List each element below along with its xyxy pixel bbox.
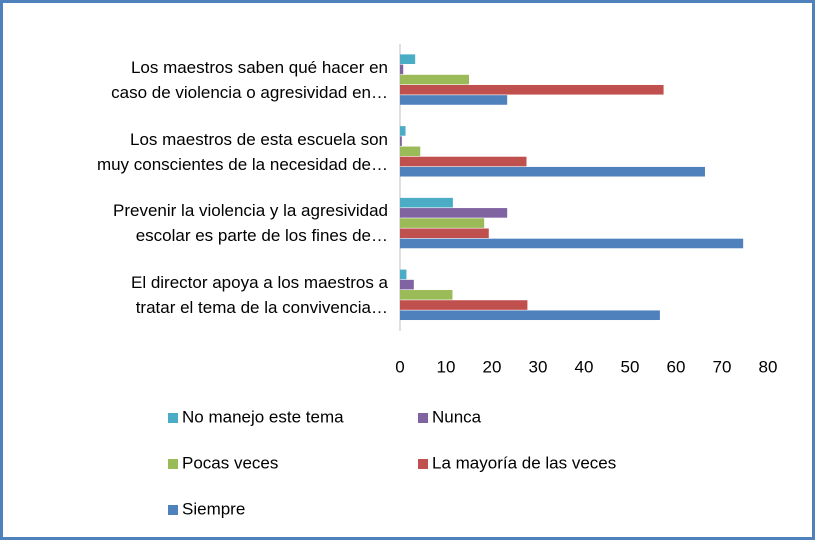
bar bbox=[400, 84, 664, 95]
bar bbox=[400, 156, 527, 167]
bar bbox=[400, 95, 508, 105]
x-tick-label: 0 bbox=[395, 357, 404, 376]
category-label: Los maestros saben qué hacer en caso de … bbox=[111, 57, 388, 102]
x-tick-label: 40 bbox=[575, 357, 594, 376]
bar bbox=[400, 64, 404, 75]
bar bbox=[400, 238, 744, 249]
bar bbox=[400, 54, 416, 64]
legend-label: La mayoría de las veces bbox=[432, 453, 616, 472]
legend-swatch bbox=[168, 459, 178, 469]
bar bbox=[400, 279, 414, 290]
bar bbox=[400, 208, 508, 218]
bar bbox=[400, 228, 489, 239]
bar bbox=[400, 74, 469, 85]
x-tick-label: 60 bbox=[667, 357, 686, 376]
category-label: El director apoya a los maestros a trata… bbox=[130, 273, 388, 318]
legend-label: Nunca bbox=[432, 407, 482, 426]
bar bbox=[400, 300, 528, 310]
bar bbox=[400, 146, 421, 157]
bar bbox=[400, 310, 660, 321]
legend-swatch bbox=[418, 413, 428, 423]
legend-label: No manejo este tema bbox=[182, 407, 344, 426]
x-tick-label: 70 bbox=[713, 357, 732, 376]
bar bbox=[400, 136, 402, 146]
x-tick-label: 10 bbox=[437, 357, 456, 376]
x-tick-label: 80 bbox=[759, 357, 778, 376]
legend-swatch bbox=[168, 505, 178, 515]
legend-label: Pocas veces bbox=[182, 453, 278, 472]
legend-swatch bbox=[418, 459, 428, 469]
category-label: Los maestros de esta escuela son muy con… bbox=[96, 129, 388, 174]
bar bbox=[400, 197, 453, 208]
bar bbox=[400, 218, 485, 228]
x-tick-label: 50 bbox=[621, 357, 640, 376]
x-tick-label: 30 bbox=[529, 357, 548, 376]
bar bbox=[400, 269, 407, 280]
bar bbox=[400, 126, 406, 136]
legend-label: Siempre bbox=[182, 499, 245, 518]
category-label: Prevenir la violencia y la agresividad e… bbox=[113, 201, 388, 246]
legend-swatch bbox=[168, 413, 178, 423]
bar bbox=[400, 166, 705, 177]
x-tick-label: 20 bbox=[483, 357, 502, 376]
bar bbox=[400, 290, 453, 300]
